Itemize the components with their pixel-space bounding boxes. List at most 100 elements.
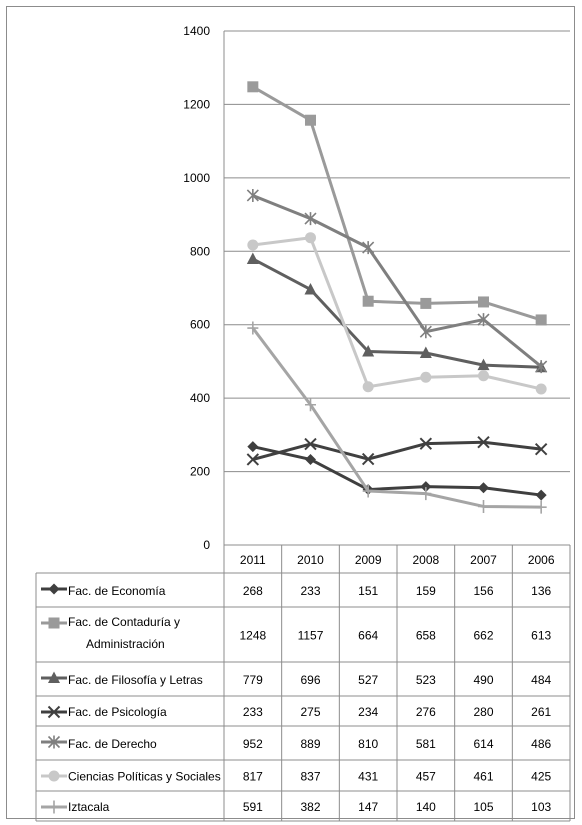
data-label: 140 <box>416 800 436 814</box>
data-label: 425 <box>531 770 551 784</box>
data-label: 527 <box>358 673 378 687</box>
data-label: 147 <box>358 800 378 814</box>
data-label: 261 <box>531 705 551 719</box>
data-label: 431 <box>358 770 378 784</box>
data-point <box>362 484 374 498</box>
data-point <box>305 232 316 244</box>
data-point <box>478 296 489 308</box>
data-label: 486 <box>531 737 551 751</box>
data-point <box>305 453 316 465</box>
data-label: 662 <box>473 629 493 643</box>
series-line <box>252 440 542 461</box>
data-point <box>420 371 432 383</box>
data-point <box>535 500 547 514</box>
legend-label: Fac. de Contaduría y <box>68 615 180 629</box>
data-label: 1248 <box>239 629 266 643</box>
series-2 <box>247 81 547 326</box>
data-point <box>361 452 375 466</box>
data-label: 457 <box>416 770 436 784</box>
series-line <box>252 445 542 497</box>
data-point <box>48 583 60 595</box>
x-tick-label: 2007 <box>470 553 497 567</box>
data-point <box>362 241 375 255</box>
data-point <box>535 383 547 395</box>
x-tick-label: 2011 <box>240 553 266 567</box>
data-point <box>478 499 489 513</box>
data-point <box>419 325 432 339</box>
data-point <box>48 617 60 629</box>
legend-label: Fac. de Derecho <box>68 737 157 751</box>
data-label: 461 <box>473 770 493 784</box>
data-label: 103 <box>531 800 551 814</box>
data-label: 837 <box>300 770 320 784</box>
series-line <box>252 85 542 322</box>
legend-label: Fac. de Psicología <box>68 705 167 719</box>
series-4 <box>246 435 548 466</box>
legend-label: Administración <box>86 637 165 651</box>
data-label: 658 <box>416 629 436 643</box>
data-label: 105 <box>473 800 493 814</box>
y-tick-label: 600 <box>190 318 210 332</box>
x-tick-label: 2009 <box>355 553 382 567</box>
data-point <box>362 295 374 307</box>
series-5 <box>246 188 548 374</box>
data-label: 484 <box>531 673 551 687</box>
y-tick-label: 0 <box>203 538 210 552</box>
data-point <box>362 345 375 357</box>
data-label: 817 <box>243 770 263 784</box>
data-label: 779 <box>243 673 263 687</box>
data-label: 591 <box>243 800 263 814</box>
y-tick-label: 200 <box>190 465 210 479</box>
data-label: 810 <box>358 737 378 751</box>
data-label: 523 <box>416 673 436 687</box>
data-point <box>247 321 259 335</box>
data-point <box>420 487 432 501</box>
x-tick-label: 2006 <box>528 553 555 567</box>
data-label: 151 <box>358 584 378 598</box>
y-tick-label: 1200 <box>183 97 210 111</box>
data-label: 280 <box>473 705 493 719</box>
data-label: 233 <box>243 705 263 719</box>
data-point <box>304 437 317 451</box>
data-point <box>47 735 61 749</box>
data-point <box>478 370 489 382</box>
data-point <box>419 346 432 358</box>
legend-label: Ciencias Políticas y Sociales <box>68 770 221 784</box>
data-point <box>420 297 432 309</box>
data-label: 234 <box>358 705 378 719</box>
series-7 <box>247 321 547 514</box>
data-label: 889 <box>300 737 320 751</box>
data-point <box>246 453 260 466</box>
series-6 <box>247 232 547 395</box>
y-tick-label: 1000 <box>183 171 210 185</box>
data-point <box>48 770 60 782</box>
data-label: 613 <box>531 629 551 643</box>
series-3 <box>246 252 548 373</box>
data-point <box>420 481 432 493</box>
series-line <box>251 327 542 509</box>
legend-label: Iztacala <box>68 800 110 814</box>
data-point <box>247 441 259 453</box>
data-point <box>246 188 259 202</box>
data-point <box>246 252 259 264</box>
data-label: 275 <box>300 705 320 719</box>
data-label: 952 <box>243 737 263 751</box>
data-point <box>362 381 374 393</box>
data-point <box>247 239 259 251</box>
data-label: 136 <box>531 584 551 598</box>
y-tick-label: 800 <box>190 244 210 258</box>
data-label: 614 <box>473 737 493 751</box>
chart-frame <box>6 6 575 819</box>
x-tick-label: 2008 <box>412 553 439 567</box>
data-label: 276 <box>416 705 436 719</box>
data-point <box>535 314 547 326</box>
series-line <box>252 194 543 368</box>
data-point <box>534 442 548 456</box>
data-point <box>48 800 60 814</box>
data-label: 490 <box>473 673 493 687</box>
data-point <box>477 358 490 371</box>
data-point <box>535 489 547 501</box>
series-line <box>252 236 542 391</box>
data-point <box>247 81 259 93</box>
